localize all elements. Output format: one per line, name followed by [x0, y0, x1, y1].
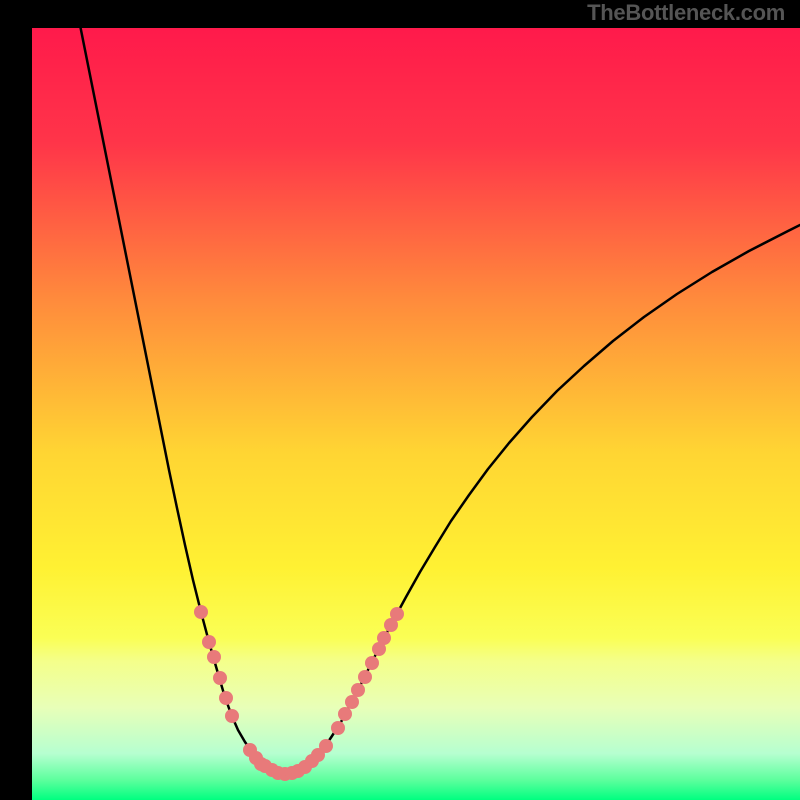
frame-left	[0, 0, 32, 800]
data-marker	[365, 656, 379, 670]
watermark-text: TheBottleneck.com	[587, 0, 785, 26]
data-marker	[219, 691, 233, 705]
data-marker	[331, 721, 345, 735]
data-marker	[351, 683, 365, 697]
data-marker	[319, 739, 333, 753]
data-marker	[202, 635, 216, 649]
data-marker	[377, 631, 391, 645]
data-marker	[225, 709, 239, 723]
data-marker	[213, 671, 227, 685]
gradient-background	[32, 28, 800, 800]
data-marker	[390, 607, 404, 621]
bottleneck-chart	[0, 0, 800, 800]
data-marker	[358, 670, 372, 684]
data-marker	[345, 695, 359, 709]
data-marker	[338, 707, 352, 721]
data-marker	[207, 650, 221, 664]
data-marker	[194, 605, 208, 619]
chart-container: TheBottleneck.com	[0, 0, 800, 800]
